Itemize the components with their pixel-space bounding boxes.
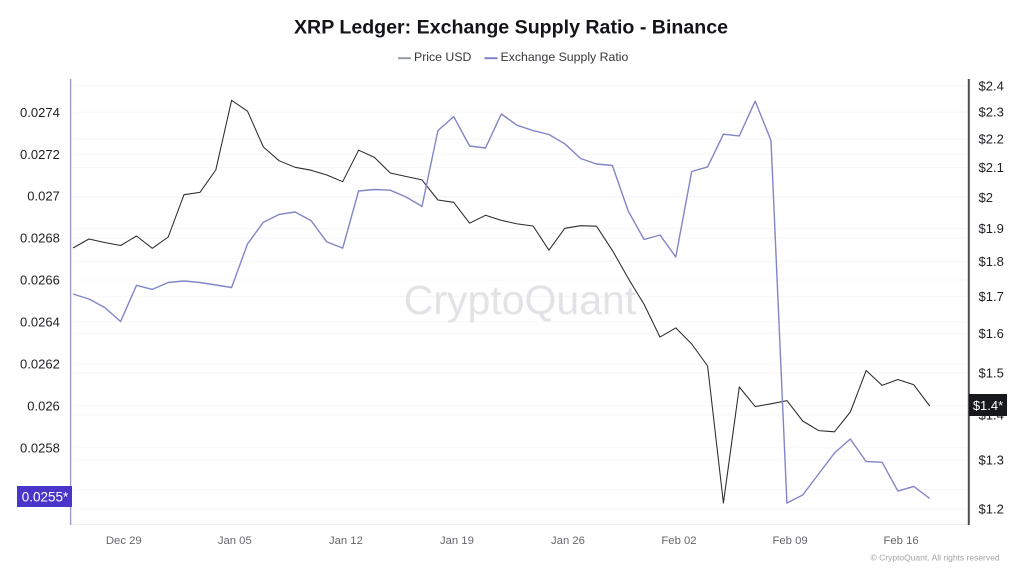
svg-text:Dec 29: Dec 29 — [106, 535, 142, 547]
svg-text:Feb 16: Feb 16 — [884, 535, 919, 547]
svg-text:$1.4*: $1.4* — [973, 398, 1003, 413]
svg-text:$1.2: $1.2 — [979, 502, 1004, 517]
svg-text:$1.7: $1.7 — [979, 289, 1004, 304]
svg-text:Feb 09: Feb 09 — [773, 535, 808, 547]
svg-text:$1.6: $1.6 — [979, 326, 1004, 341]
svg-text:$2.4: $2.4 — [979, 79, 1004, 94]
svg-text:$1.9: $1.9 — [979, 221, 1004, 236]
svg-text:Jan 19: Jan 19 — [440, 535, 474, 547]
svg-text:Feb 02: Feb 02 — [661, 535, 696, 547]
svg-text:0.0262: 0.0262 — [20, 356, 60, 371]
svg-text:$2.1: $2.1 — [979, 160, 1004, 175]
svg-text:Jan 05: Jan 05 — [218, 535, 252, 547]
svg-text:0.0268: 0.0268 — [20, 231, 60, 246]
svg-text:$2: $2 — [979, 190, 993, 205]
svg-text:XRP Ledger: Exchange Supply Ra: XRP Ledger: Exchange Supply Ratio - Bina… — [294, 17, 728, 39]
svg-text:0.0274: 0.0274 — [20, 105, 60, 120]
svg-text:© CryptoQuant. All rights rese: © CryptoQuant. All rights reserved — [871, 552, 1000, 562]
svg-text:CryptoQuant: CryptoQuant — [404, 277, 637, 323]
svg-text:Jan 12: Jan 12 — [329, 535, 363, 547]
svg-text:0.027: 0.027 — [27, 189, 60, 204]
svg-text:0.0255*: 0.0255* — [22, 489, 69, 504]
svg-text:$2.2: $2.2 — [979, 132, 1004, 147]
svg-text:0.0272: 0.0272 — [20, 147, 60, 162]
svg-text:0.0266: 0.0266 — [20, 273, 60, 288]
svg-text:$1.3: $1.3 — [979, 453, 1004, 468]
svg-text:$1.8: $1.8 — [979, 254, 1004, 269]
svg-text:Jan 26: Jan 26 — [551, 535, 585, 547]
svg-text:Price USD: Price USD — [414, 50, 472, 64]
svg-text:0.0264: 0.0264 — [20, 315, 60, 330]
svg-text:0.0258: 0.0258 — [20, 440, 60, 455]
svg-text:0.026: 0.026 — [27, 398, 60, 413]
svg-text:$1.5: $1.5 — [979, 365, 1004, 380]
svg-text:Exchange Supply Ratio: Exchange Supply Ratio — [501, 50, 629, 64]
svg-text:$2.3: $2.3 — [979, 105, 1004, 120]
